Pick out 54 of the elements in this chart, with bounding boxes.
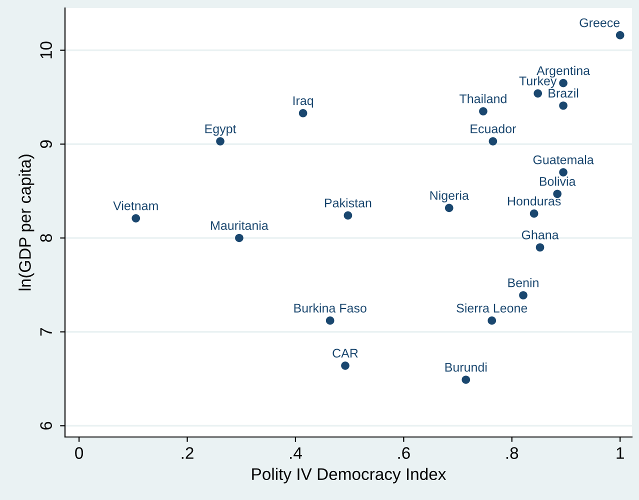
annotation: Burkina Faso <box>294 303 366 313</box>
annotation: Thailand <box>460 94 506 104</box>
x-tick-label: .4 <box>290 447 302 459</box>
y-tick-label: 9 <box>40 140 52 148</box>
x-tick-label: 1 <box>616 447 624 459</box>
point <box>444 204 454 212</box>
point <box>534 89 542 98</box>
annotation: Guatemala <box>533 155 594 164</box>
point <box>559 78 568 88</box>
point <box>488 137 498 146</box>
y-tick-label: 10 <box>40 42 52 58</box>
annotation: Nigeria <box>430 190 469 202</box>
point <box>216 137 224 146</box>
annotation: Turkey <box>519 76 557 88</box>
annotation: Sierra Leone <box>456 303 528 313</box>
point <box>559 101 568 110</box>
annotation: Ghana <box>522 230 559 240</box>
x-tick-label: .2 <box>182 447 194 459</box>
x-tick-label: .6 <box>398 447 410 459</box>
annotation: Iraq <box>293 96 314 108</box>
y-axis-title: ln(GDP per capita) <box>18 154 34 290</box>
x-tick-label: .8 <box>506 447 518 459</box>
point <box>519 291 528 300</box>
point <box>132 214 140 222</box>
point <box>462 376 470 384</box>
point <box>479 107 488 116</box>
annotation: Argentina <box>536 66 590 78</box>
point <box>488 316 496 325</box>
y-tick-label: 8 <box>40 234 52 242</box>
annotation: Pakistan <box>325 198 372 208</box>
point <box>326 316 334 325</box>
x-tick-label: 0 <box>75 447 84 459</box>
x-axis-title: Polity IV Democracy Index <box>252 468 446 484</box>
point <box>298 108 308 118</box>
y-tick-label: 6 <box>40 422 52 430</box>
annotation: Benin <box>508 278 538 288</box>
point <box>235 234 244 242</box>
y-tick-label: 7 <box>40 328 52 336</box>
annotation: Mauritania <box>211 220 268 230</box>
point <box>341 361 350 370</box>
annotation: Vietnam <box>113 201 158 210</box>
point <box>536 243 544 252</box>
point <box>616 31 624 40</box>
point <box>530 209 538 218</box>
point <box>559 168 568 176</box>
point <box>344 211 352 220</box>
annotation: Egypt <box>205 124 236 136</box>
annotation: Greece <box>580 18 620 28</box>
annotation: Brazil <box>548 88 578 98</box>
annotation: Ecuador <box>470 124 516 134</box>
annotation: CAR <box>332 348 358 358</box>
annotation: Burundi <box>445 362 487 372</box>
annotation: Honduras <box>508 196 561 206</box>
annotation: Bolivia <box>540 176 576 186</box>
